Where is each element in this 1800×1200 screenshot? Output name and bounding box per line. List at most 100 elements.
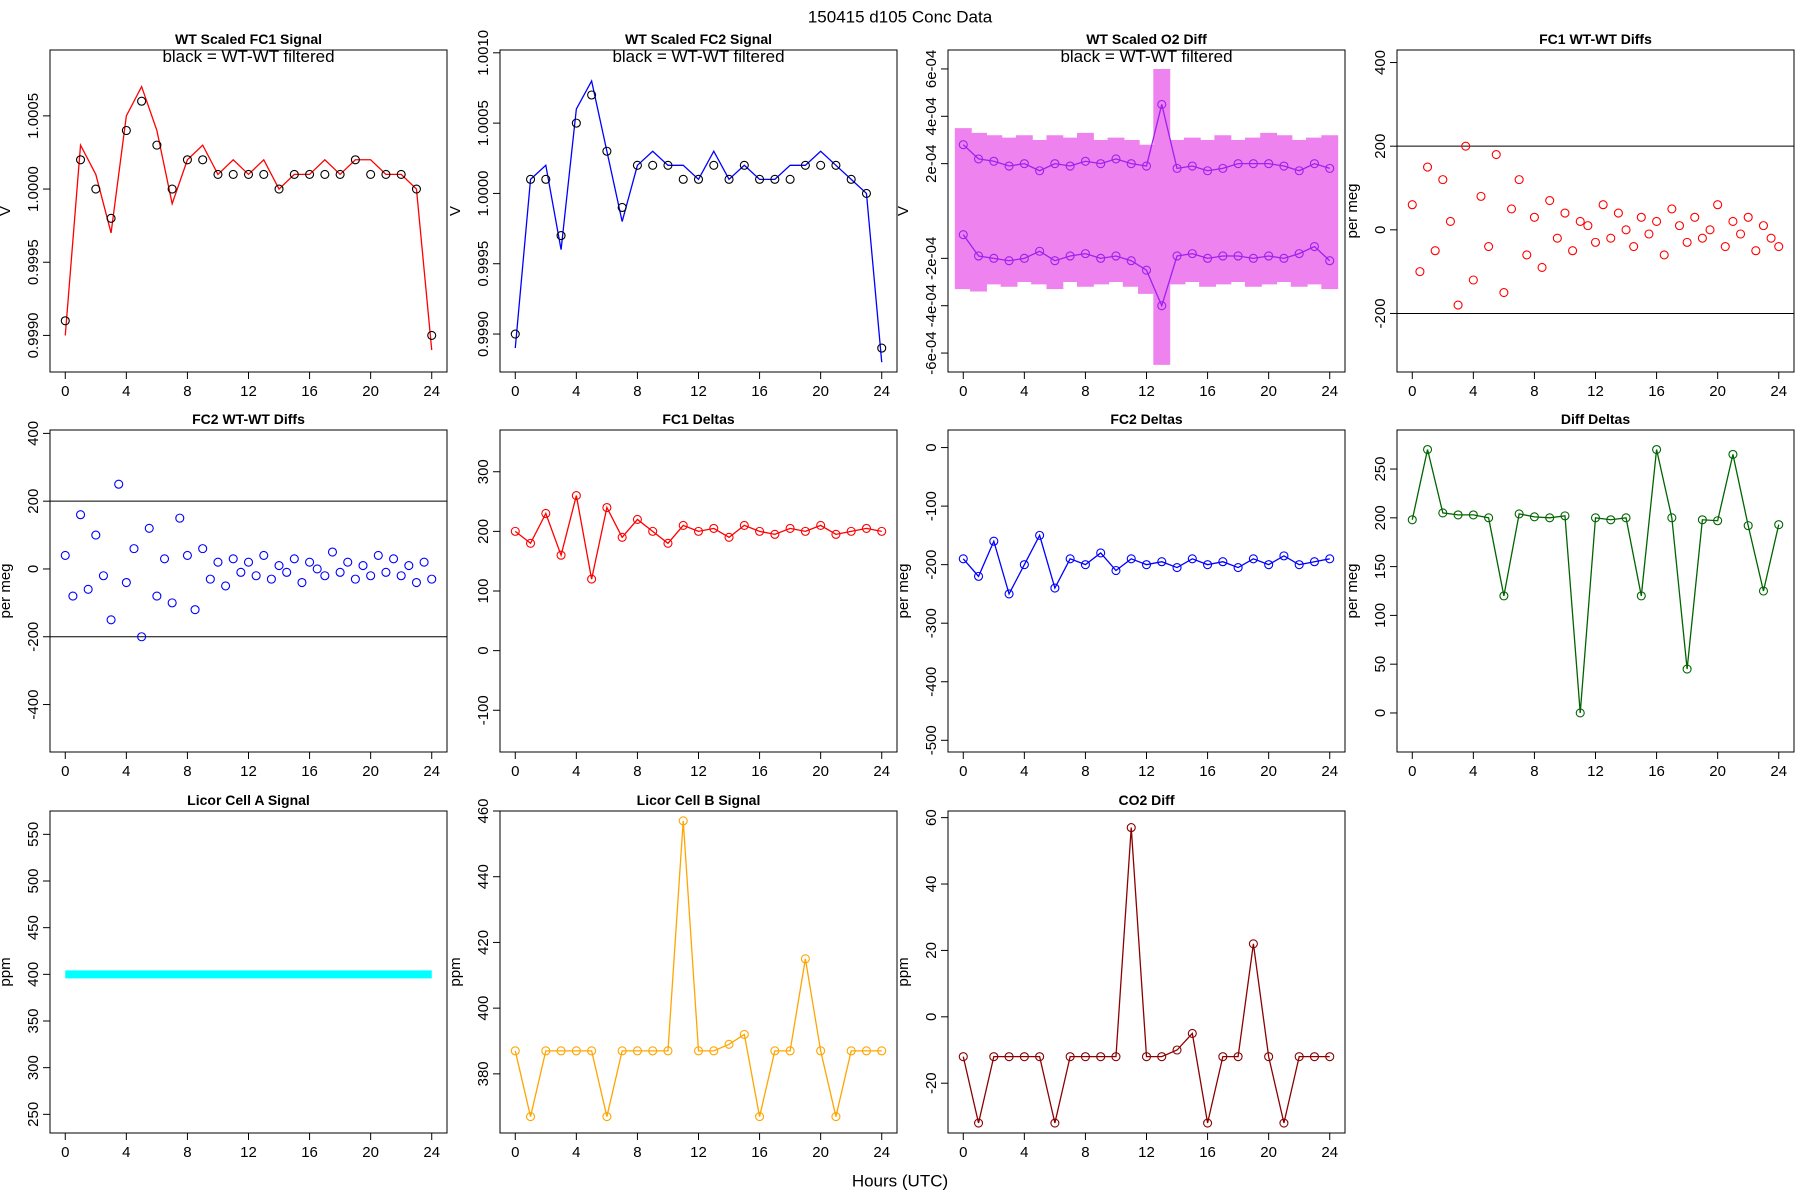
data-point — [350, 155, 360, 165]
data-point — [1453, 300, 1463, 310]
data-point — [1652, 216, 1662, 227]
data-point — [877, 1046, 887, 1056]
data-point — [259, 550, 269, 560]
plot-frame — [1396, 429, 1795, 753]
data-point — [1141, 265, 1152, 275]
data-point — [1545, 513, 1555, 523]
data-point — [1203, 1118, 1213, 1128]
data-point — [1629, 241, 1639, 252]
data-point — [60, 550, 70, 560]
data-point — [800, 954, 810, 964]
data-point — [75, 510, 86, 520]
panel: FC2 WT-WT Diffs per meg -400 -200 0 200 400 0 4 8… — [0, 411, 448, 780]
data-point — [320, 169, 330, 179]
plot-area — [1397, 141, 1794, 314]
y-tick-label: -400 — [25, 690, 42, 720]
x-tick-label: 4 — [122, 1144, 130, 1161]
x-tick-label: 16 — [751, 763, 768, 780]
data-point — [320, 571, 330, 581]
x-tick-label: 12 — [1587, 763, 1604, 780]
data-point — [1545, 195, 1555, 206]
y-tick-label: -200 — [923, 550, 940, 580]
data-point — [1157, 557, 1167, 567]
data-point — [755, 1112, 765, 1122]
data-point — [571, 491, 581, 501]
y-tick-label: 440 — [475, 864, 492, 889]
x-tick-label: 0 — [959, 1144, 967, 1161]
y-tick-label: -200 — [1372, 298, 1389, 328]
plot-area — [958, 530, 1335, 599]
data-point — [1537, 262, 1547, 273]
y-tick-label: 0 — [25, 565, 42, 573]
y-tick-label: 200 — [1372, 134, 1389, 159]
x-tick-label: 20 — [362, 383, 379, 400]
series-line — [1411, 449, 1780, 714]
y-axis-label: ppm — [447, 957, 464, 986]
data-point — [1004, 161, 1014, 171]
data-point — [724, 174, 734, 184]
data-point — [389, 554, 399, 564]
data-point — [259, 169, 269, 179]
x-tick-label: 16 — [1648, 763, 1665, 780]
y-tick-label: 200 — [475, 519, 492, 544]
data-point — [243, 169, 254, 179]
data-point — [175, 513, 185, 523]
data-point — [373, 550, 383, 560]
data-point — [358, 561, 368, 571]
x-tick-label: 24 — [1321, 1144, 1338, 1161]
data-point — [816, 160, 826, 170]
data-point — [1484, 513, 1494, 523]
y-tick-label: 150 — [1372, 554, 1389, 579]
panel-title: WT Scaled O2 Diff — [1086, 31, 1207, 47]
y-tick-label: 250 — [25, 1102, 42, 1127]
y-tick-label: 450 — [25, 915, 42, 940]
data-point — [60, 316, 70, 326]
data-point — [632, 160, 642, 170]
data-point — [1667, 513, 1677, 523]
data-point — [1758, 221, 1769, 231]
y-tick-label: -300 — [923, 608, 940, 638]
data-point — [1050, 583, 1060, 593]
data-point — [1065, 1052, 1075, 1062]
x-tick-label: 20 — [362, 1144, 379, 1161]
data-point — [1590, 513, 1601, 523]
data-point — [1203, 166, 1213, 176]
data-point — [1050, 1118, 1060, 1128]
y-axis-label: V — [895, 206, 912, 216]
data-point — [167, 598, 177, 608]
data-point — [678, 520, 688, 530]
x-tick-label: 0 — [511, 763, 519, 780]
data-point — [541, 1046, 551, 1056]
data-point — [198, 155, 208, 165]
data-point — [973, 251, 984, 261]
x-tick-label: 24 — [1770, 763, 1787, 780]
data-point — [1004, 589, 1014, 599]
data-point — [770, 174, 780, 184]
y-tick-label: 400 — [1372, 50, 1389, 75]
x-tick-label: 8 — [183, 383, 191, 400]
data-point — [1248, 554, 1258, 564]
data-point — [1172, 163, 1182, 173]
annotation: black = WT-WT filtered — [162, 47, 334, 66]
data-point — [571, 118, 581, 128]
y-tick-label: 2e-04 — [923, 144, 940, 182]
data-point — [228, 169, 238, 179]
data-point — [617, 1046, 627, 1056]
series-line — [514, 495, 882, 580]
x-tick-label: 24 — [1770, 383, 1787, 400]
y-tick-label: 1.0005 — [475, 100, 492, 146]
data-point — [366, 571, 376, 581]
y-tick-label: 0.9995 — [475, 241, 492, 287]
panel: FC1 WT-WT Diffs per meg -200 0 200 400 0 4 8 12 16… — [1344, 31, 1795, 400]
x-tick-label: 16 — [751, 383, 768, 400]
y-tick-label: 6e-04 — [923, 50, 940, 88]
y-tick-label: -200 — [25, 622, 42, 652]
x-tick-label: 0 — [61, 383, 69, 400]
x-tick-label: 20 — [812, 383, 829, 400]
data-point — [709, 160, 719, 170]
data-point — [1126, 256, 1136, 266]
data-point — [1172, 563, 1182, 573]
y-tick-label: 0 — [1372, 226, 1389, 234]
